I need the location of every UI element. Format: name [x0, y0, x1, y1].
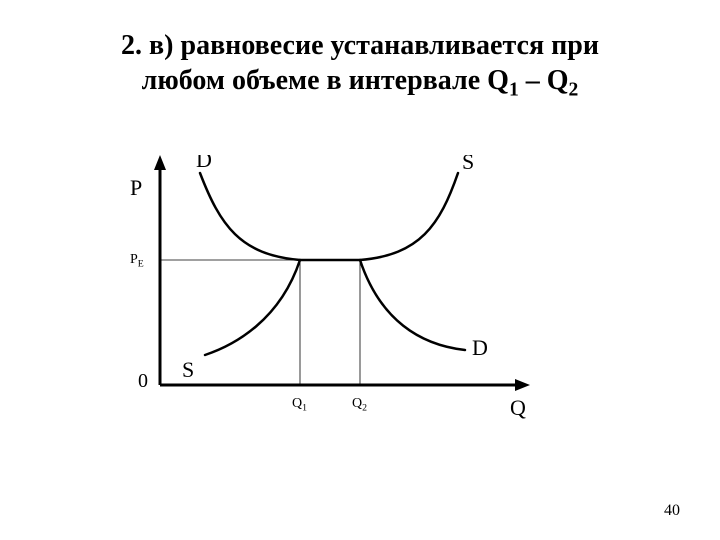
q2-label: Q2 — [352, 396, 367, 414]
x-axis-arrow-icon — [515, 379, 530, 391]
title-line2: любом объеме в интервале Q1 – Q2 — [142, 65, 579, 96]
chart-labels: P 0 Q D S S D PE Q1 Q2 — [130, 155, 526, 420]
supply-curve-lower-left — [205, 260, 300, 355]
demand-curve-lower-right — [360, 260, 465, 350]
demand-curve-upper-left — [200, 173, 300, 260]
origin-label: 0 — [138, 370, 148, 392]
y-axis-arrow-icon — [154, 155, 166, 170]
title-line1: 2. в) равновесие устанавливается при — [121, 30, 599, 61]
pe-label: PE — [130, 252, 144, 270]
page-number: 40 — [664, 502, 680, 520]
slide: 2. в) равновесие устанавливается при люб… — [0, 0, 720, 540]
curves — [200, 173, 465, 355]
chart-svg: P 0 Q D S S D PE Q1 Q2 — [120, 155, 540, 435]
q1-label: Q1 — [292, 396, 307, 414]
s-label-lower-left: S — [182, 357, 194, 382]
supply-curve-upper-right — [360, 173, 458, 260]
d-label-upper-left: D — [196, 155, 212, 172]
s-label-upper-right: S — [462, 155, 474, 174]
x-axis-label: Q — [510, 395, 526, 420]
slide-title: 2. в) равновесие устанавливается при люб… — [0, 28, 720, 103]
d-label-lower-right: D — [472, 335, 488, 360]
y-axis-label: P — [130, 175, 142, 200]
equilibrium-chart: P 0 Q D S S D PE Q1 Q2 — [120, 155, 540, 435]
